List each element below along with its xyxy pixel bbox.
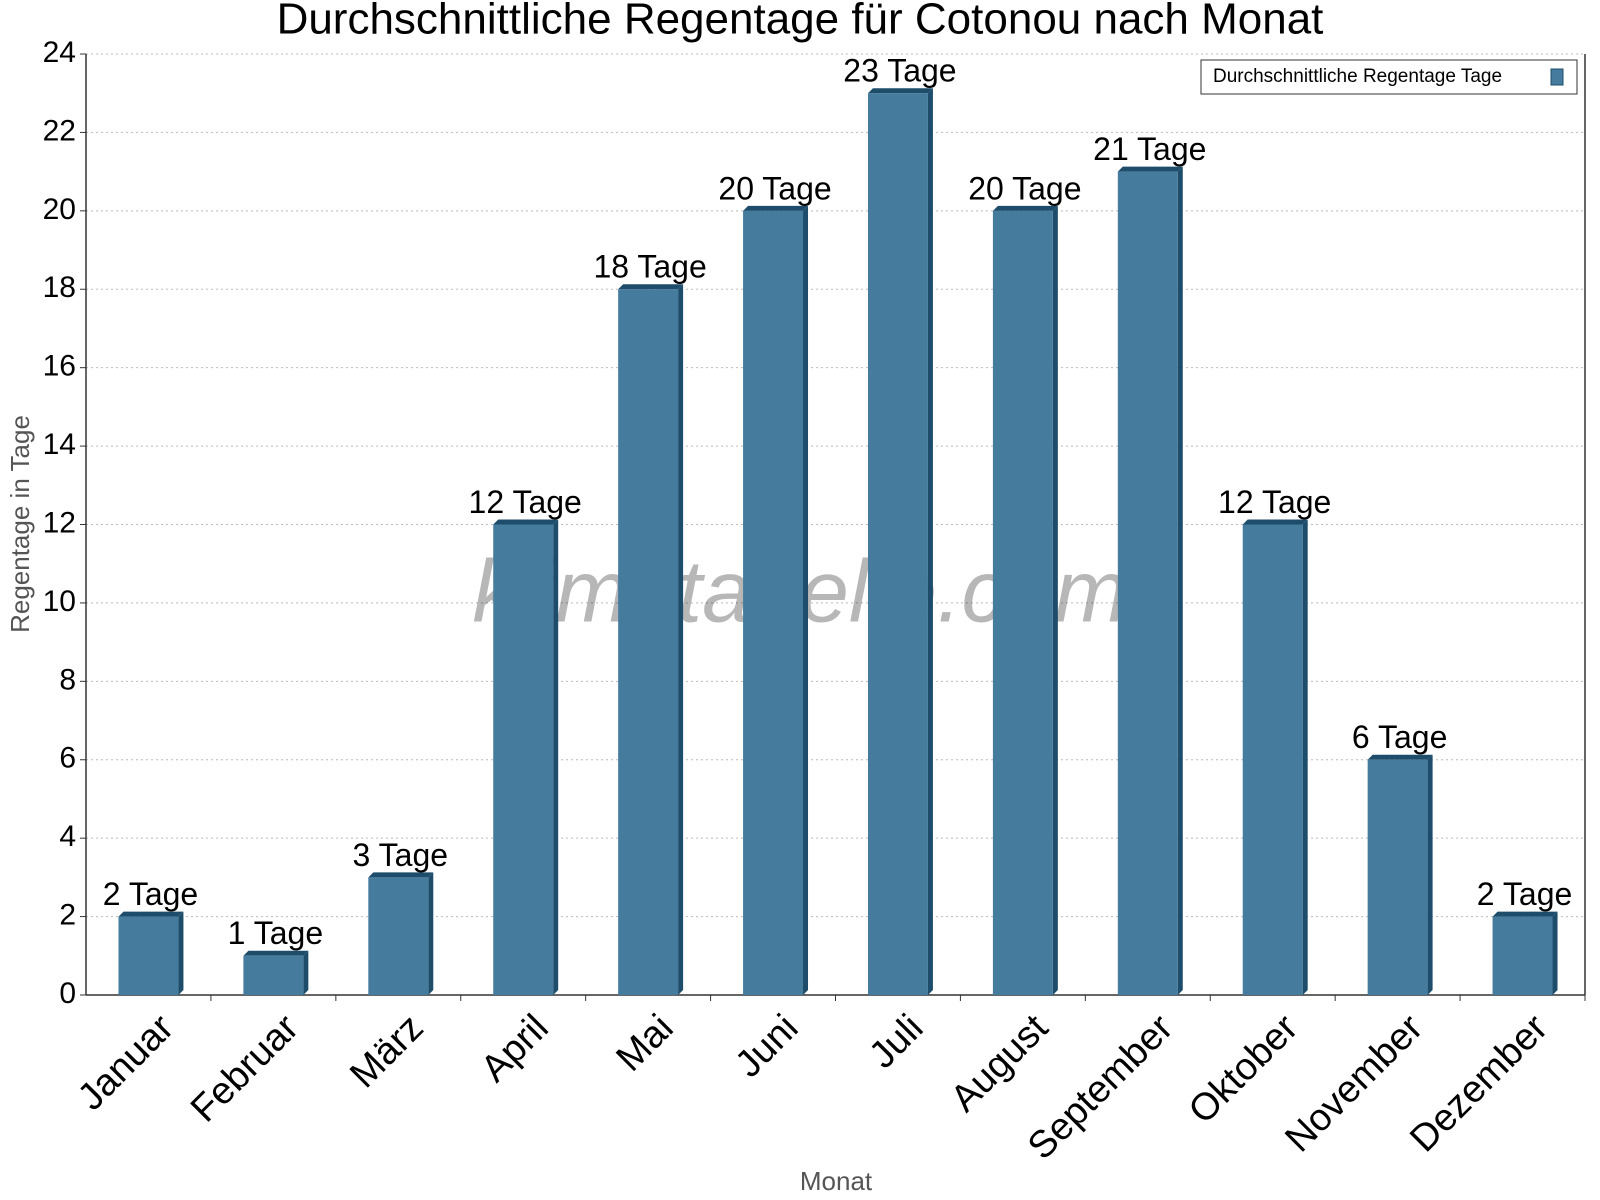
bar	[1242, 524, 1303, 995]
y-tick-label: 14	[43, 428, 76, 461]
value-label: 3 Tage	[353, 837, 449, 873]
bar-top	[1492, 911, 1558, 917]
bar	[992, 210, 1053, 996]
bar-side	[678, 284, 684, 995]
bar-side	[1302, 519, 1308, 995]
bar-top	[618, 284, 684, 290]
bar-top	[1117, 166, 1183, 172]
x-tick-label: April	[473, 1007, 556, 1090]
bar-side	[178, 911, 184, 995]
bar	[867, 93, 928, 996]
y-axis-label: Regentage in Tage	[5, 415, 35, 633]
bar-side	[803, 205, 809, 996]
bar	[1367, 759, 1428, 995]
bar	[493, 524, 554, 995]
bar-top	[243, 950, 309, 956]
bar-side	[303, 950, 309, 995]
bar-top	[1367, 754, 1433, 760]
bar-top	[493, 519, 559, 525]
value-label: 20 Tage	[968, 170, 1081, 206]
value-label: 23 Tage	[843, 53, 956, 89]
bar-side	[927, 88, 933, 996]
bar-top	[743, 205, 809, 211]
bar	[1492, 916, 1553, 995]
x-tick-label: März	[342, 1007, 431, 1096]
y-tick-label: 18	[43, 271, 76, 304]
bar-side	[553, 519, 559, 995]
y-tick-label: 6	[59, 742, 76, 775]
x-tick-label: Mai	[609, 1007, 682, 1080]
y-tick-label: 12	[43, 506, 76, 539]
bar-top	[867, 88, 933, 94]
x-tick-label: Januar	[70, 1007, 182, 1119]
y-tick-label: 20	[43, 193, 76, 226]
bar-side	[1052, 205, 1058, 996]
legend-label: Durchschnittliche Regentage Tage	[1213, 66, 1502, 87]
value-label: 12 Tage	[469, 484, 582, 520]
value-label: 1 Tage	[228, 915, 324, 951]
bar	[743, 210, 804, 996]
y-tick-label: 8	[59, 663, 76, 696]
y-tick-label: 4	[59, 820, 76, 853]
value-label: 2 Tage	[103, 876, 199, 912]
x-tick-label: Juni	[728, 1007, 807, 1086]
chart-title: Durchschnittliche Regentage für Cotonou …	[277, 0, 1324, 44]
value-label: 6 Tage	[1352, 719, 1448, 755]
value-label: 20 Tage	[718, 170, 831, 206]
value-label: 2 Tage	[1477, 876, 1573, 912]
y-tick-label: 2	[59, 899, 76, 932]
y-tick-label: 24	[43, 36, 76, 69]
x-tick-label: Dezember	[1402, 1007, 1556, 1161]
value-label: 18 Tage	[593, 249, 706, 285]
bar-side	[1177, 166, 1183, 995]
bar-side	[1427, 754, 1433, 995]
bar	[368, 877, 429, 995]
y-tick-label: 10	[43, 585, 76, 618]
bar-side	[1552, 911, 1558, 995]
value-label: 12 Tage	[1218, 484, 1331, 520]
bar-top	[368, 872, 434, 878]
bar-top	[992, 205, 1058, 211]
x-tick-label: August	[943, 1006, 1057, 1120]
x-tick-label: Oktober	[1181, 1007, 1307, 1133]
x-axis-label: Monat	[800, 1166, 873, 1196]
y-tick-label: 0	[59, 977, 76, 1010]
bar-top	[1242, 519, 1308, 525]
legend-box	[1200, 59, 1578, 95]
x-tick-label: Februar	[183, 1007, 307, 1131]
bar	[243, 955, 304, 995]
x-tick-label: Juli	[861, 1007, 931, 1077]
bar	[118, 916, 179, 995]
y-tick-label: 16	[43, 350, 76, 383]
value-label: 21 Tage	[1093, 131, 1206, 167]
bar	[1117, 171, 1178, 995]
bar-top	[118, 911, 184, 917]
bar-side	[428, 872, 434, 995]
bar	[618, 289, 679, 995]
y-tick-label: 22	[43, 114, 76, 147]
legend-swatch	[1550, 68, 1564, 86]
